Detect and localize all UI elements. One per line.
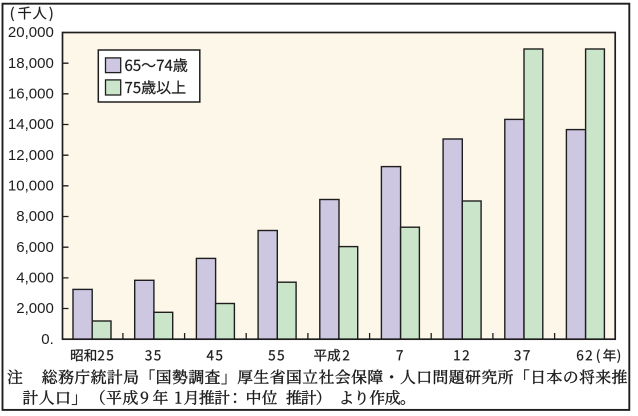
svg-text:6,000: 6,000 — [16, 239, 54, 256]
svg-text:20,000: 20,000 — [8, 24, 54, 41]
svg-text:14,000: 14,000 — [8, 116, 54, 133]
svg-text:12,000: 12,000 — [8, 147, 54, 164]
svg-text:18,000: 18,000 — [8, 55, 54, 72]
svg-text:16,000: 16,000 — [8, 85, 54, 102]
svg-text:10,000: 10,000 — [8, 177, 54, 194]
svg-text:2,000: 2,000 — [16, 300, 54, 317]
svg-text:8,000: 8,000 — [16, 208, 54, 225]
svg-text:0.: 0. — [41, 331, 54, 348]
svg-text:4,000: 4,000 — [16, 270, 54, 287]
